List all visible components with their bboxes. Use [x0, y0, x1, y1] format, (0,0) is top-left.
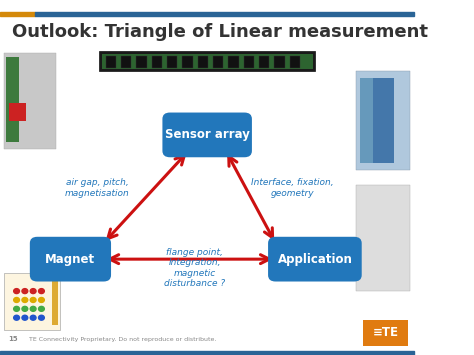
FancyBboxPatch shape: [30, 237, 111, 282]
Circle shape: [38, 315, 45, 320]
Circle shape: [22, 297, 28, 302]
FancyBboxPatch shape: [163, 113, 252, 157]
Bar: [0, 351, 414, 355]
Circle shape: [38, 306, 45, 311]
Bar: [213, 56, 223, 68]
Bar: [6, 57, 18, 142]
Circle shape: [38, 289, 45, 294]
Bar: [356, 185, 410, 291]
Bar: [0, 12, 35, 16]
Circle shape: [30, 289, 36, 294]
Bar: [373, 78, 393, 163]
Bar: [360, 78, 381, 163]
Circle shape: [22, 289, 28, 294]
Circle shape: [14, 289, 19, 294]
Bar: [152, 56, 162, 68]
Text: 15: 15: [8, 335, 18, 342]
Bar: [35, 12, 414, 16]
Bar: [4, 53, 56, 149]
Circle shape: [30, 315, 36, 320]
Text: flange point,
Integration,
magnetic
disturbance ?: flange point, Integration, magnetic dist…: [164, 248, 225, 288]
Text: Sensor array: Sensor array: [165, 129, 250, 141]
Circle shape: [38, 297, 45, 302]
Bar: [290, 56, 300, 68]
Text: Application: Application: [277, 253, 352, 266]
Bar: [106, 56, 116, 68]
Text: ≡TE: ≡TE: [372, 326, 398, 339]
Text: Interface, fixation,
geometry: Interface, fixation, geometry: [251, 179, 333, 198]
Bar: [244, 56, 254, 68]
Text: Outlook: Triangle of Linear measurement: Outlook: Triangle of Linear measurement: [12, 23, 428, 41]
FancyBboxPatch shape: [363, 320, 408, 346]
Circle shape: [14, 306, 19, 311]
FancyBboxPatch shape: [268, 237, 362, 282]
Circle shape: [14, 297, 19, 302]
Bar: [182, 56, 192, 68]
Circle shape: [22, 306, 28, 311]
Bar: [9, 103, 26, 121]
Bar: [259, 56, 269, 68]
Bar: [137, 56, 146, 68]
Circle shape: [30, 306, 36, 311]
Text: air gap, pitch,
magnetisation: air gap, pitch, magnetisation: [65, 179, 130, 198]
Circle shape: [30, 297, 36, 302]
Bar: [274, 56, 285, 68]
Bar: [101, 54, 313, 69]
Text: Magnet: Magnet: [46, 253, 95, 266]
Bar: [167, 56, 177, 68]
Bar: [4, 273, 60, 330]
Bar: [228, 56, 238, 68]
Circle shape: [14, 315, 19, 320]
Bar: [198, 56, 208, 68]
Bar: [52, 279, 58, 325]
Bar: [100, 51, 315, 71]
Bar: [121, 56, 131, 68]
Bar: [356, 71, 410, 170]
Text: TE Connectivity Proprietary. Do not reproduce or distribute.: TE Connectivity Proprietary. Do not repr…: [29, 337, 216, 342]
Circle shape: [22, 315, 28, 320]
